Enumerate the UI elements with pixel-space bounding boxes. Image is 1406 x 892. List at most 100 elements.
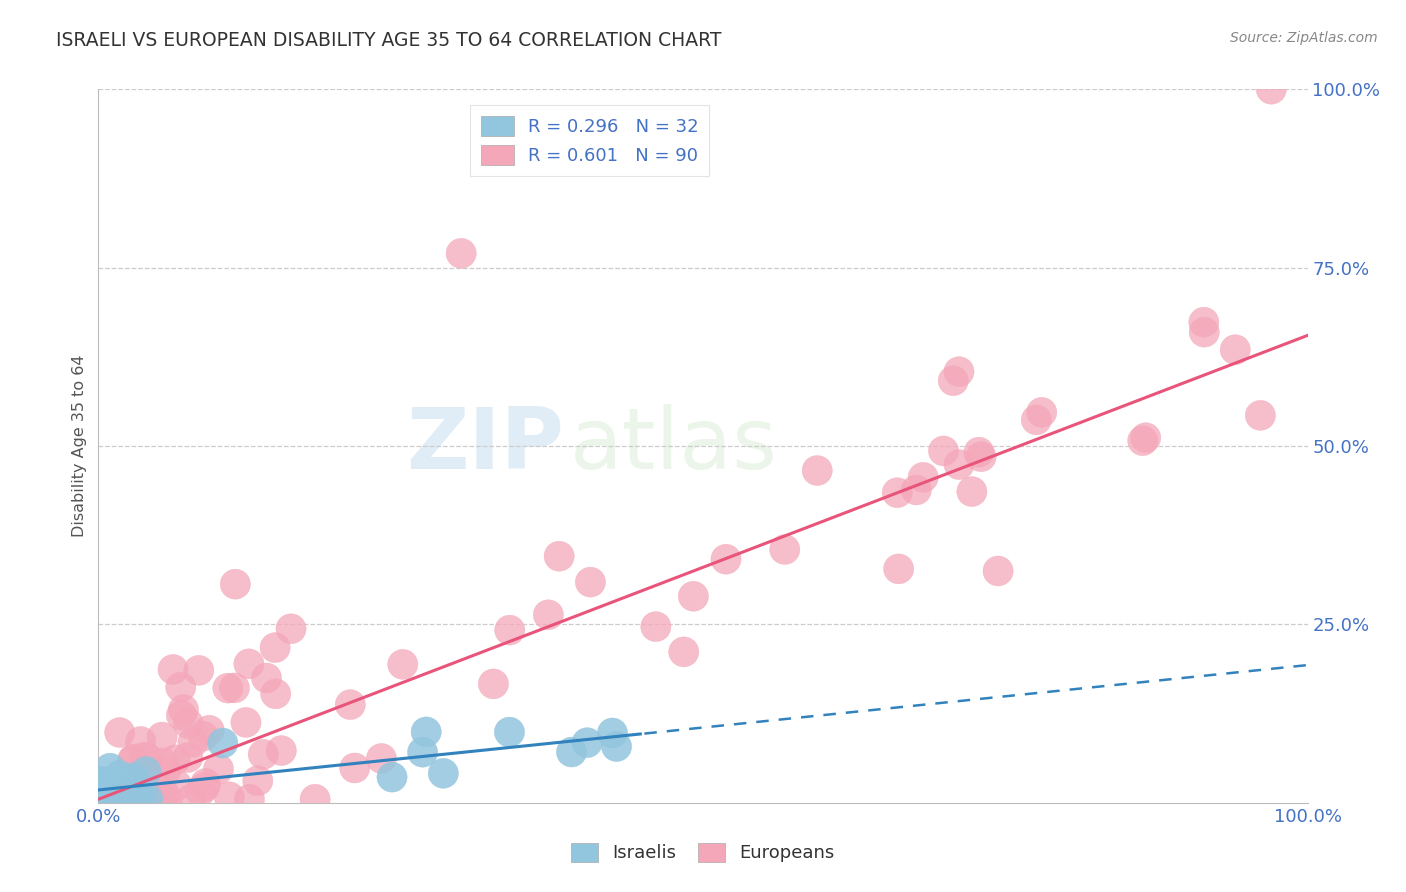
Ellipse shape	[572, 728, 602, 757]
Ellipse shape	[176, 784, 205, 814]
Ellipse shape	[1021, 405, 1052, 434]
Ellipse shape	[110, 784, 139, 814]
Ellipse shape	[1128, 425, 1157, 456]
Ellipse shape	[938, 366, 969, 396]
Ellipse shape	[446, 238, 477, 268]
Ellipse shape	[87, 784, 117, 814]
Ellipse shape	[104, 784, 134, 814]
Ellipse shape	[212, 673, 243, 703]
Ellipse shape	[260, 632, 290, 663]
Ellipse shape	[963, 437, 994, 467]
Ellipse shape	[598, 718, 627, 747]
Ellipse shape	[93, 767, 124, 797]
Ellipse shape	[276, 614, 307, 644]
Ellipse shape	[129, 742, 159, 772]
Ellipse shape	[104, 760, 135, 790]
Ellipse shape	[118, 744, 149, 774]
Ellipse shape	[219, 673, 249, 703]
Ellipse shape	[148, 777, 179, 807]
Ellipse shape	[214, 781, 245, 812]
Ellipse shape	[125, 764, 156, 794]
Ellipse shape	[367, 743, 396, 773]
Ellipse shape	[184, 656, 214, 685]
Ellipse shape	[96, 767, 127, 797]
Ellipse shape	[340, 753, 370, 783]
Ellipse shape	[132, 743, 163, 773]
Ellipse shape	[1189, 318, 1219, 347]
Ellipse shape	[243, 765, 273, 796]
Ellipse shape	[1256, 74, 1286, 104]
Ellipse shape	[983, 556, 1014, 586]
Ellipse shape	[118, 771, 149, 801]
Ellipse shape	[166, 673, 195, 702]
Ellipse shape	[135, 784, 166, 814]
Ellipse shape	[533, 599, 564, 630]
Ellipse shape	[131, 784, 162, 814]
Text: atlas: atlas	[569, 404, 778, 488]
Ellipse shape	[104, 717, 135, 747]
Ellipse shape	[544, 541, 574, 571]
Ellipse shape	[194, 715, 225, 745]
Ellipse shape	[90, 779, 120, 809]
Legend: Israelis, Europeans: Israelis, Europeans	[564, 836, 842, 870]
Ellipse shape	[208, 728, 238, 758]
Ellipse shape	[956, 476, 987, 507]
Ellipse shape	[169, 695, 198, 724]
Ellipse shape	[235, 784, 264, 814]
Ellipse shape	[495, 717, 524, 747]
Ellipse shape	[132, 784, 163, 814]
Ellipse shape	[252, 663, 281, 693]
Ellipse shape	[173, 708, 204, 739]
Ellipse shape	[575, 567, 606, 597]
Ellipse shape	[711, 544, 741, 574]
Ellipse shape	[191, 768, 221, 798]
Ellipse shape	[1246, 401, 1275, 430]
Ellipse shape	[882, 478, 912, 508]
Ellipse shape	[221, 569, 250, 599]
Ellipse shape	[148, 748, 179, 778]
Ellipse shape	[1130, 423, 1161, 452]
Ellipse shape	[1220, 334, 1250, 365]
Ellipse shape	[107, 781, 136, 812]
Ellipse shape	[162, 771, 193, 800]
Ellipse shape	[233, 648, 264, 679]
Ellipse shape	[173, 742, 202, 772]
Ellipse shape	[118, 763, 149, 793]
Ellipse shape	[152, 784, 183, 814]
Ellipse shape	[908, 462, 938, 492]
Ellipse shape	[120, 783, 149, 814]
Ellipse shape	[157, 655, 188, 684]
Ellipse shape	[901, 475, 931, 505]
Ellipse shape	[94, 753, 125, 783]
Ellipse shape	[129, 776, 159, 805]
Ellipse shape	[678, 582, 709, 611]
Text: ISRAELI VS EUROPEAN DISABILITY AGE 35 TO 64 CORRELATION CHART: ISRAELI VS EUROPEAN DISABILITY AGE 35 TO…	[56, 31, 721, 50]
Ellipse shape	[188, 721, 218, 751]
Ellipse shape	[86, 784, 115, 814]
Ellipse shape	[124, 779, 155, 809]
Ellipse shape	[231, 707, 262, 738]
Ellipse shape	[127, 784, 156, 814]
Y-axis label: Disability Age 35 to 64: Disability Age 35 to 64	[72, 355, 87, 537]
Ellipse shape	[966, 442, 997, 472]
Ellipse shape	[160, 745, 190, 775]
Ellipse shape	[190, 772, 219, 802]
Ellipse shape	[335, 690, 366, 720]
Ellipse shape	[669, 637, 699, 667]
Ellipse shape	[177, 727, 208, 757]
Ellipse shape	[186, 776, 215, 806]
Ellipse shape	[602, 731, 631, 762]
Ellipse shape	[124, 784, 153, 814]
Ellipse shape	[97, 772, 127, 803]
Ellipse shape	[557, 737, 586, 767]
Ellipse shape	[118, 745, 148, 775]
Ellipse shape	[148, 784, 179, 814]
Ellipse shape	[112, 781, 142, 811]
Ellipse shape	[86, 784, 115, 814]
Ellipse shape	[495, 615, 524, 645]
Ellipse shape	[150, 756, 180, 786]
Ellipse shape	[429, 758, 458, 789]
Ellipse shape	[86, 766, 115, 797]
Ellipse shape	[943, 357, 974, 386]
Ellipse shape	[146, 723, 177, 752]
